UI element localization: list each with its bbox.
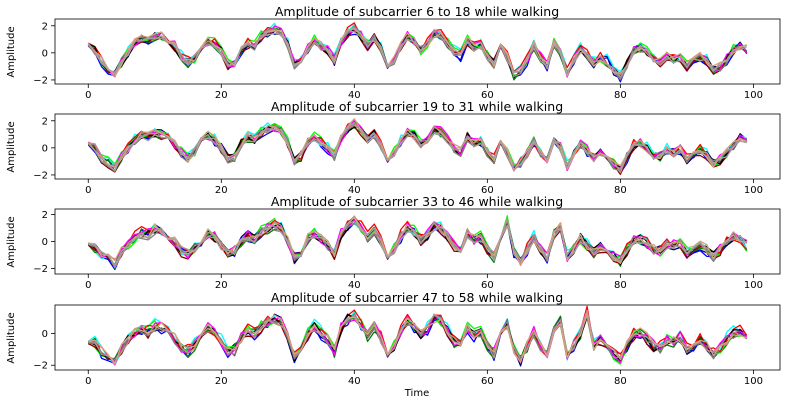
panel-3-axes: 0 20 40 60 80 100 −2 0 2 — [33, 208, 781, 291]
panel-4-ytick-label: −2 — [33, 361, 48, 372]
panel-4-xtick-label: 0 — [85, 376, 91, 387]
panel-2-xtick-label: 100 — [744, 185, 763, 196]
panel-2-series-13 — [87, 121, 747, 172]
panel-4-series-11 — [88, 309, 748, 363]
panel-3-ytick-label: 0 — [42, 237, 48, 248]
panel-2-ytick-label: 0 — [42, 143, 48, 154]
panel-2-axes: 0 20 40 60 80 100 −2 0 2 — [33, 113, 781, 196]
panel-3-ytick-label: −2 — [33, 264, 48, 275]
panel-2-frame — [54, 113, 781, 180]
panel-1-xtick-label: 100 — [744, 90, 763, 101]
panel-3-series-group — [87, 215, 748, 271]
panel-2-title: Amplitude of subcarrier 19 to 31 while w… — [271, 99, 563, 114]
panel-1-series-group — [87, 22, 748, 83]
panel-1-ytick-label: −2 — [33, 75, 48, 86]
panel-1-xtick-label: 20 — [215, 90, 228, 101]
panel-2-xtick-label: 60 — [481, 185, 494, 196]
panel-3-ylabel: Amplitude — [6, 216, 17, 267]
panel-1-frame — [54, 18, 781, 85]
panel-4-ytick-label: 0 — [42, 329, 48, 340]
panel-3-ytick-label: 2 — [42, 210, 48, 221]
panel-2: Amplitude of subcarrier 19 to 31 while w… — [6, 99, 781, 196]
panel-2-xtick-label: 20 — [215, 185, 228, 196]
panel-4-xtick-label: 40 — [348, 376, 361, 387]
panel-4-axes: 0 20 40 60 80 100 −2 0 — [33, 304, 781, 387]
panel-1-ylabel: Amplitude — [6, 26, 17, 77]
panel-3-title: Amplitude of subcarrier 33 to 46 while w… — [271, 194, 563, 209]
panel-3-xtick-label: 100 — [744, 280, 763, 291]
panel-3-xtick-label: 60 — [481, 280, 494, 291]
panel-1-xtick-label: 80 — [614, 90, 627, 101]
panel-1-ytick-label: 0 — [42, 48, 48, 59]
panel-2-ylabel: Amplitude — [6, 121, 17, 172]
panel-4-series-12 — [88, 312, 747, 365]
panel-2-ytick-label: −2 — [33, 170, 48, 181]
panel-1-ytick-label: 2 — [42, 21, 48, 32]
panel-4-ylabel: Amplitude — [6, 312, 17, 363]
panel-1-title: Amplitude of subcarrier 6 to 18 while wa… — [275, 4, 559, 19]
panel-1-axes: 0 20 40 60 80 100 −2 0 2 — [33, 18, 781, 101]
panel-1-series-13 — [87, 29, 747, 78]
panel-3-xtick-label: 80 — [614, 280, 627, 291]
panel-4-xtick-label: 60 — [481, 376, 494, 387]
panel-4-frame — [54, 304, 781, 371]
panel-3-xtick-label: 0 — [85, 280, 91, 291]
panel-2-xtick-label: 80 — [614, 185, 627, 196]
panel-3-xtick-label: 20 — [215, 280, 228, 291]
panel-4-title: Amplitude of subcarrier 47 to 58 while w… — [271, 290, 563, 305]
panel-3-series-13 — [88, 220, 748, 266]
panel-3-xtick-label: 40 — [348, 280, 361, 291]
panel-4-series-group — [87, 305, 748, 367]
panel-1: Amplitude of subcarrier 6 to 18 while wa… — [6, 4, 781, 101]
panel-4-xtick-label: 20 — [215, 376, 228, 387]
panel-2-xtick-label: 40 — [348, 185, 361, 196]
panel-1-xtick-label: 40 — [348, 90, 361, 101]
panel-4: Amplitude of subcarrier 47 to 58 while w… — [6, 290, 781, 399]
panel-1-xtick-label: 0 — [85, 90, 91, 101]
panel-2-ytick-label: 2 — [42, 116, 48, 127]
panel-4-xtick-label: 80 — [614, 376, 627, 387]
panel-2-series-11 — [88, 124, 747, 174]
panel-1-xtick-label: 60 — [481, 90, 494, 101]
panel-4-xtick-label: 100 — [744, 376, 763, 387]
panel-4-xlabel: Time — [404, 388, 429, 399]
panel-3: Amplitude of subcarrier 33 to 46 while w… — [6, 194, 781, 291]
panel-2-series-group — [87, 118, 748, 176]
panel-2-xtick-label: 0 — [85, 185, 91, 196]
